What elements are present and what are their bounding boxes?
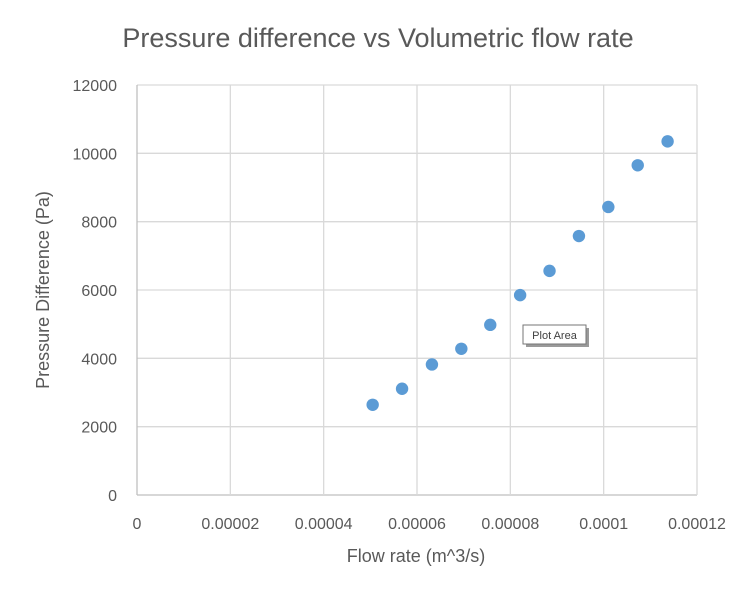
y-tick-label: 6000 [81, 283, 117, 300]
data-point[interactable] [543, 264, 556, 278]
y-axis-ticks: 0 2000 4000 6000 8000 10000 12000 [73, 78, 118, 505]
data-point[interactable] [661, 135, 674, 148]
x-tick-label: 0.00004 [295, 516, 353, 533]
data-series[interactable] [366, 135, 674, 411]
y-tick-label: 4000 [81, 351, 117, 368]
x-tick-label: 0.0001 [579, 516, 628, 533]
x-tick-label: 0.00002 [201, 516, 259, 533]
data-point[interactable] [602, 200, 615, 214]
x-tick-label: 0.00012 [668, 516, 726, 533]
data-point[interactable] [513, 288, 527, 302]
y-tick-label: 8000 [81, 215, 117, 232]
gridlines [136, 84, 698, 496]
x-axis-ticks: 0 0.00002 0.00004 0.00006 0.00008 0.0001 0.000… [133, 516, 726, 533]
y-tick-label: 0 [108, 488, 117, 505]
y-tick-label: 2000 [81, 420, 117, 437]
chart-title: Pressure difference vs Volumetric flow r… [122, 23, 633, 53]
y-tick-label: 10000 [73, 146, 118, 163]
data-point[interactable] [484, 318, 497, 332]
x-tick-label: 0.00006 [388, 516, 446, 533]
x-axis-title: Flow rate (m^3/s) [347, 546, 485, 566]
data-point[interactable] [425, 358, 439, 371]
x-tick-label: 0 [133, 516, 142, 533]
plot-area-tooltip: Plot Area [522, 324, 589, 347]
data-point[interactable] [631, 159, 644, 172]
y-tick-label: 12000 [73, 78, 118, 95]
y-axis-title: Pressure Difference (Pa) [33, 191, 53, 389]
tooltip-label: Plot Area [532, 330, 578, 342]
data-point[interactable] [455, 342, 468, 355]
data-point[interactable] [572, 229, 586, 243]
x-tick-label: 0.00008 [481, 516, 539, 533]
data-point[interactable] [395, 382, 409, 395]
tooltip-box [522, 324, 587, 345]
data-point[interactable] [366, 398, 379, 411]
